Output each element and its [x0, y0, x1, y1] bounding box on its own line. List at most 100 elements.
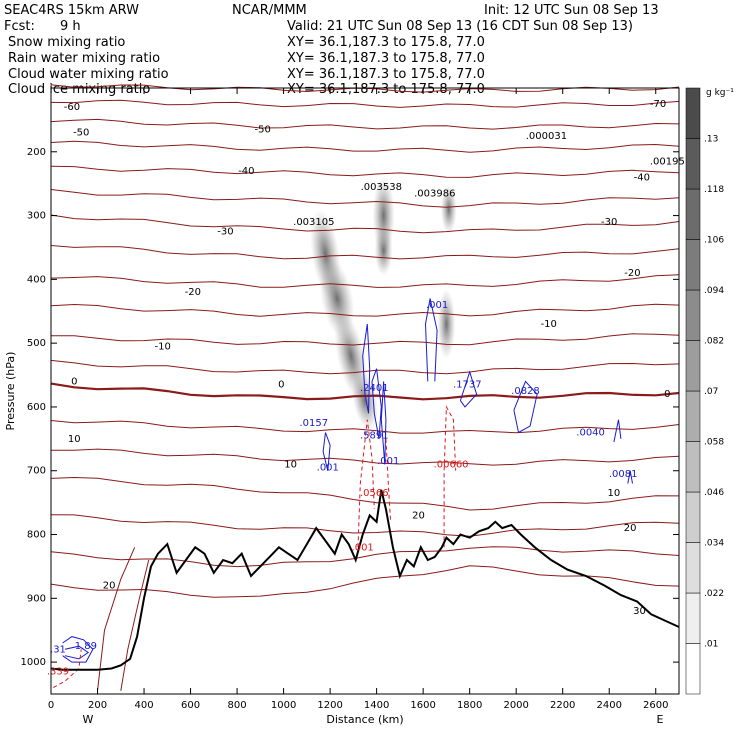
- colorbar-bin: [685, 188, 701, 240]
- colorbar-bin: [685, 138, 701, 190]
- cloud-water-contour: [371, 368, 382, 439]
- temperature-label: 20: [412, 510, 425, 521]
- fcst-value: 9 h: [60, 19, 81, 34]
- maximum-label: .2401: [360, 383, 389, 394]
- maximum-label: .003986: [414, 188, 455, 199]
- temperature-label: 20: [624, 523, 637, 534]
- temperature-label: 10: [68, 434, 81, 445]
- cloud-water-contours: [62, 298, 633, 663]
- temperature-contour: [50, 99, 680, 108]
- rain-contour: [357, 419, 375, 548]
- rain-contours: [53, 405, 457, 689]
- maximum-label: 1.89: [75, 641, 97, 652]
- temperature-contour: [50, 565, 680, 598]
- valid-time: Valid: 21 UTC Sun 08 Sep 13 (16 CDT Sun …: [287, 19, 633, 34]
- cloud-water-contour: [513, 380, 538, 434]
- colorbar-label: .106: [704, 236, 724, 246]
- temperature-label: -30: [601, 217, 617, 228]
- cloud-water-contour: [322, 432, 331, 471]
- x-axis-label: Distance (km): [326, 713, 403, 726]
- y-tick-label: 500: [27, 338, 46, 349]
- y-tick-label: 200: [27, 147, 46, 158]
- temperature-contour: [50, 165, 680, 178]
- temperature-contour: [50, 420, 680, 434]
- maximum-label: .00195: [650, 156, 685, 167]
- temperature-label: 0: [71, 376, 77, 387]
- snow-plume: [374, 225, 393, 276]
- temperature-label: -30: [217, 227, 233, 238]
- colorbar-bin: [685, 289, 701, 341]
- y-tick-label: 300: [27, 211, 46, 222]
- colorbar-label: .022: [704, 589, 724, 599]
- cloud-water-contour: [362, 323, 371, 414]
- temperature-contour: [50, 514, 680, 537]
- temperature-label: -20: [624, 268, 640, 279]
- cloud-water-contour: [62, 636, 94, 663]
- temperature-contour: [50, 274, 680, 288]
- maximum-label: .00660: [434, 459, 469, 470]
- fcst-label: Fcst:: [4, 19, 35, 34]
- maximum-label: .001: [317, 463, 339, 474]
- maximum-label: .339: [47, 667, 69, 678]
- x-tick-label: 1000: [271, 700, 296, 711]
- field-xy-snow: XY= 36.1,187.3 to 175.8, 77.0: [287, 35, 485, 50]
- temperature-contour: [50, 189, 680, 208]
- colorbar-label: .058: [704, 438, 724, 448]
- x-tick-label: 800: [228, 700, 247, 711]
- init-time: Init: 12 UTC Sun 08 Sep 13: [484, 3, 659, 18]
- field-label-snow: Snow mixing ratio: [8, 35, 125, 50]
- model-title: SEAC4RS 15km ARW: [4, 3, 139, 18]
- colorbar: .01 .022 .034 .046 .058 .07 .082 .094 .106 .118 .1…: [685, 87, 724, 695]
- maximum-label: .0040: [576, 427, 605, 438]
- colorbar-label: .13: [704, 135, 718, 145]
- colorbar-label: .118: [704, 185, 724, 195]
- colorbar-label: .07: [704, 387, 718, 397]
- colorbar-bin: [685, 239, 701, 291]
- x-tick-label: 0: [48, 700, 54, 711]
- snow-plume: [440, 184, 457, 235]
- temperature-contours: [50, 84, 680, 691]
- y-tick-label: 800: [27, 530, 46, 541]
- temperature-label: 0: [664, 389, 670, 400]
- maximum-label: .0157: [300, 418, 329, 429]
- colorbar-bin: [685, 592, 701, 644]
- x-tick-label: 1200: [317, 700, 342, 711]
- contour-labels: -70 -60 -50 -50 -40 -40 -30 -30 -20 -20 -10 -10 0 0 0 1…: [64, 99, 671, 617]
- maximum-label: .001: [377, 456, 399, 467]
- x-tick-label: 1800: [457, 700, 482, 711]
- maximum-label: .003105: [293, 217, 334, 228]
- cloud-water-contour: [424, 298, 438, 382]
- center-label: NCAR/MMM: [232, 3, 307, 18]
- temperature-label: -10: [154, 341, 170, 352]
- field-label-cloud-water: Cloud water mixing ratio: [8, 67, 169, 82]
- x-tick-label: 600: [181, 700, 200, 711]
- x-tick-label: 1600: [410, 700, 435, 711]
- temperature-label: 30: [633, 606, 646, 617]
- x-tick-label: 2000: [503, 700, 528, 711]
- colorbar-bin: [685, 87, 701, 139]
- rain-contour: [443, 405, 457, 548]
- snow-shading: [310, 175, 457, 431]
- field-label-rain: Rain water mixing ratio: [8, 51, 160, 66]
- terrain-profile: [50, 489, 680, 671]
- cloud-water-contour: [380, 381, 387, 465]
- temperature-contour: [50, 118, 680, 130]
- x-tick-label: 200: [88, 700, 107, 711]
- x-tick-label: 400: [134, 700, 153, 711]
- maximum-label: .003538: [361, 182, 402, 193]
- temperature-label: -40: [634, 172, 650, 183]
- west-end-label: W: [83, 713, 94, 726]
- temperature-contour: [120, 559, 150, 691]
- colorbar-label: .082: [704, 337, 724, 347]
- y-tick-label: 400: [27, 274, 46, 285]
- y-tick-label: 900: [27, 593, 46, 604]
- cloud-water-contour: [64, 645, 90, 660]
- maxima-labels: .003105 .003538 .003986 .000031 .00195 .001 .1…: [47, 131, 685, 678]
- rain-contour: [385, 438, 392, 522]
- maximum-label: .5891: [360, 431, 389, 442]
- x-tick-label: 1400: [364, 700, 389, 711]
- field-xy-rain: XY= 36.1,187.3 to 175.8, 77.0: [287, 51, 485, 66]
- colorbar-bin: [685, 643, 701, 695]
